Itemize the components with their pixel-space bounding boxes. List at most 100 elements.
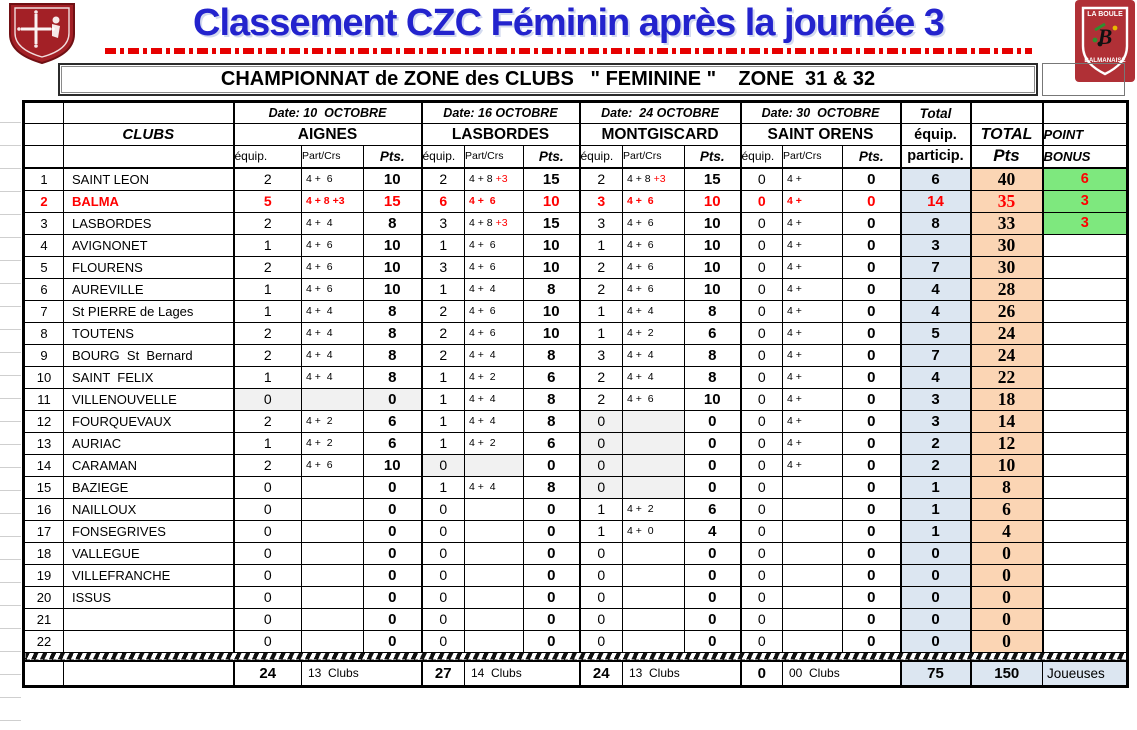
bonus-cell [1041, 321, 1128, 345]
rank-cell: 18 [23, 541, 64, 565]
pts-cell: 6 [684, 321, 741, 345]
pts-cell: 0 [842, 475, 901, 499]
equip-cell: 1 [232, 277, 302, 301]
total-pts-cell: 8 [969, 475, 1043, 499]
equip-cell: 0 [739, 189, 783, 213]
total-pts-cell: 0 [969, 629, 1043, 653]
part-crs-cell: 4 + [782, 431, 843, 455]
bonus-cell [1041, 541, 1128, 565]
equip-cell: 1 [232, 365, 302, 389]
part-crs-cell [782, 519, 843, 543]
equip-cell: 1 [232, 431, 302, 455]
part-crs-cell: 4 + 2 [622, 497, 685, 521]
total-particip-cell: 3 [899, 387, 971, 411]
equip-cell: 2 [578, 365, 623, 389]
joueuses-label: Joueuses [1042, 660, 1128, 687]
pts-cell: 6 [523, 365, 580, 389]
total-pts-cell: 4 [969, 519, 1043, 543]
equip-cell: 0 [578, 475, 623, 499]
part-crs-cell [622, 475, 685, 499]
rank-cell: 9 [23, 343, 64, 367]
pts-cell: 0 [842, 233, 901, 257]
part-crs-cell: 4 + [782, 299, 843, 323]
venue-name: SAINT ORENS [739, 123, 901, 146]
equip-cell: 1 [420, 431, 465, 455]
equip-cell: 0 [739, 607, 783, 631]
part-crs-cell: 4 + [782, 321, 843, 345]
venue-name: LASBORDES [420, 123, 580, 146]
bonus-cell [1041, 563, 1128, 587]
equip-cell: 0 [232, 607, 302, 631]
bonus-cell [1041, 475, 1128, 499]
total-particip-cell: 2 [899, 453, 971, 477]
bonus-cell [1041, 365, 1128, 389]
equip-cell: 2 [232, 453, 302, 477]
pts-cell: 0 [523, 519, 580, 543]
equip-cell: 2 [232, 321, 302, 345]
venue-name: MONTGISCARD [578, 123, 741, 146]
part-crs-cell: 4 + 4 [301, 343, 364, 367]
part-crs-cell [782, 475, 843, 499]
bonus-cell [1041, 629, 1128, 653]
pts-cell: 0 [842, 453, 901, 477]
part-crs-cell [464, 629, 524, 653]
pts-cell: 10 [363, 277, 422, 301]
part-crs-cell: 4 + 6 [622, 277, 685, 301]
total-pts-cell: 24 [969, 343, 1043, 367]
equip-cell: 2 [578, 167, 623, 191]
equip-cell: 2 [232, 255, 302, 279]
equip-cell: 1 [578, 321, 623, 345]
total-equip-header: équip. [899, 123, 971, 146]
equip-cell: 0 [578, 431, 623, 455]
pts-cell: 6 [363, 431, 422, 455]
part-crs-cell: 4 + 4 [464, 277, 524, 301]
equip-cell: 2 [232, 343, 302, 367]
pts-cell: 8 [363, 365, 422, 389]
rank-cell: 2 [23, 189, 64, 213]
equip-cell: 1 [578, 299, 623, 323]
part-crs-cell: 4 + [782, 387, 843, 411]
equip-cell: 0 [739, 475, 783, 499]
pts-cell: 0 [842, 607, 901, 631]
empty-cell [63, 145, 234, 169]
pts-cell: 0 [842, 541, 901, 565]
pts-cell: 0 [523, 629, 580, 653]
part-crs-cell [301, 607, 364, 631]
part-crs-cell [301, 541, 364, 565]
total-particip-cell: 0 [899, 563, 971, 587]
equip-cell: 0 [739, 563, 783, 587]
part-crs-cell: 4 + 6 [622, 211, 685, 235]
equip-cell: 1 [420, 233, 465, 257]
club-name-cell: SAINT FELIX [63, 365, 234, 389]
bonus-cell [1041, 585, 1128, 609]
bonus-cell: 3 [1041, 211, 1128, 235]
part-crs-cell [622, 541, 685, 565]
sub-pts: Pts. [684, 145, 741, 169]
pts-cell: 8 [363, 321, 422, 345]
club-name-cell: CARAMAN [63, 453, 234, 477]
pts-cell: 0 [363, 475, 422, 499]
rank-cell: 12 [23, 409, 64, 433]
club-name-cell: SAINT LEON [63, 167, 234, 191]
pts-cell: 0 [842, 211, 901, 235]
equip-cell: 2 [232, 409, 302, 433]
rank-cell: 22 [23, 629, 64, 653]
pts-cell: 0 [363, 607, 422, 631]
club-row: 22 0 0 0 0 0 0 0 0 0 0 [23, 629, 1128, 653]
pts-cell: 0 [842, 189, 901, 213]
total-particip-cell: 6 [899, 167, 971, 191]
equip-cell: 0 [578, 541, 623, 565]
rank-cell: 16 [23, 497, 64, 521]
part-crs-cell [622, 431, 685, 455]
club-row: 18 VALLEGUE 0 0 0 0 0 0 0 0 0 0 [23, 541, 1128, 565]
total-pts-cell: 10 [969, 453, 1043, 477]
grand-total-pts: 150 [969, 660, 1043, 687]
venue-clubs-count: 13 Clubs [301, 660, 422, 687]
equip-cell: 0 [420, 519, 465, 543]
page-title: Classement CZC Féminin après la journée … [193, 2, 945, 44]
equip-cell: 1 [420, 365, 465, 389]
sub-part: Part/Crs [622, 145, 685, 169]
part-crs-cell: 4 + 6 [464, 189, 524, 213]
part-crs-cell: 4 + 6 [464, 299, 524, 323]
